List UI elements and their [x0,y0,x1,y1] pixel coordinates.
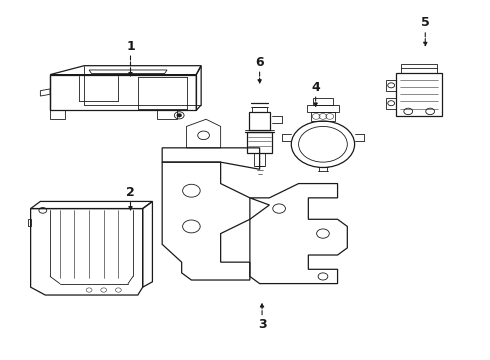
Text: 2: 2 [126,186,135,199]
Text: 4: 4 [311,81,320,94]
Text: 5: 5 [421,16,430,29]
Circle shape [177,113,182,117]
Text: 3: 3 [258,318,267,331]
Text: 6: 6 [255,55,264,69]
Text: 1: 1 [126,40,135,53]
